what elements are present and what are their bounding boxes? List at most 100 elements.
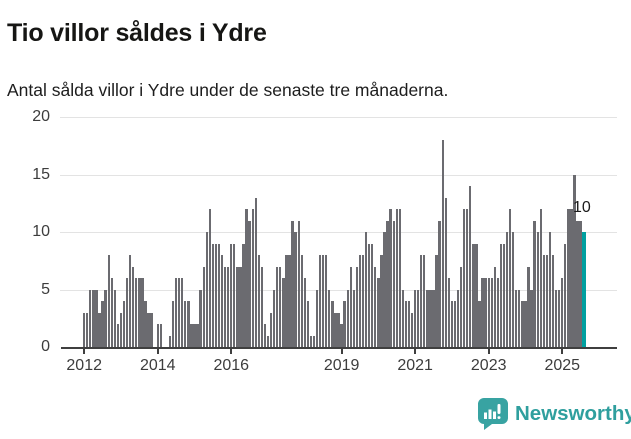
- x-tick: [487, 349, 490, 354]
- x-tick-label: 2021: [397, 357, 433, 374]
- bar: [429, 289, 432, 347]
- x-tick: [340, 349, 343, 354]
- bar: [435, 255, 438, 347]
- newsworthy-logo: Newsworthy: [477, 397, 631, 431]
- bar: [334, 312, 337, 347]
- bar: [533, 220, 536, 347]
- bar: [125, 278, 129, 347]
- y-tick-label: 0: [41, 338, 50, 355]
- bar: [315, 289, 319, 347]
- bar: [374, 266, 377, 347]
- bar: [502, 243, 506, 347]
- bar: [236, 266, 239, 347]
- bar: [242, 243, 245, 347]
- bar: [392, 220, 395, 347]
- bar: [312, 335, 316, 347]
- bar: [190, 324, 193, 347]
- bar: [462, 209, 466, 347]
- bar: [138, 278, 141, 347]
- bar: [187, 301, 190, 347]
- bar: [459, 266, 463, 347]
- bar: [469, 186, 472, 347]
- bar: [254, 197, 257, 347]
- y-tick-label: 20: [32, 108, 50, 125]
- x-tick-label: 2023: [470, 357, 507, 374]
- bar: [564, 243, 567, 347]
- x-tick: [83, 349, 86, 354]
- page-title: Tio villor såldes i Ydre: [7, 18, 267, 47]
- bar: [395, 209, 398, 347]
- bar: [300, 255, 303, 347]
- bar: [110, 278, 113, 347]
- bar: [128, 255, 132, 347]
- bar: [272, 289, 276, 347]
- bar: [478, 301, 481, 347]
- bar: [177, 278, 181, 347]
- bar: [499, 243, 503, 347]
- bar: [542, 255, 545, 347]
- bar: [171, 301, 175, 347]
- bar: [89, 289, 92, 347]
- bar: [251, 209, 254, 347]
- bar: [521, 301, 524, 347]
- bar: [181, 278, 184, 347]
- bar: [141, 278, 144, 347]
- bar: [444, 197, 447, 347]
- bar: [539, 209, 542, 347]
- bar: [340, 324, 343, 347]
- bar: [337, 312, 340, 347]
- bar: [107, 255, 110, 347]
- newsworthy-chart-bubble-icon: [478, 398, 508, 430]
- bar: [303, 278, 306, 347]
- bar: [113, 289, 116, 347]
- bar: [122, 301, 126, 347]
- bar: [554, 289, 558, 347]
- highlight-value-label: 10: [573, 199, 591, 216]
- bar: [423, 255, 426, 347]
- bar: [144, 301, 147, 347]
- gridline: [60, 117, 617, 118]
- bar: [441, 140, 444, 347]
- x-tick: [414, 349, 417, 354]
- bar: [561, 278, 564, 347]
- bar: [193, 324, 196, 347]
- x-tick-label: 2012: [66, 357, 102, 374]
- bar: [481, 278, 484, 347]
- bar: [496, 278, 500, 347]
- bar: [291, 220, 294, 347]
- y-tick-label: 15: [32, 165, 50, 183]
- bar: [570, 209, 573, 347]
- bar: [367, 243, 371, 347]
- bar: [119, 312, 123, 347]
- bar: [306, 301, 310, 347]
- bar: [352, 289, 355, 347]
- bar: [401, 289, 405, 347]
- bar: [438, 220, 441, 347]
- bar: [447, 278, 450, 347]
- bar: [398, 209, 401, 347]
- bar: [263, 324, 267, 347]
- bar: [288, 255, 291, 347]
- bar: [512, 232, 515, 347]
- bar: [551, 255, 555, 347]
- bar: [217, 243, 221, 347]
- x-tick: [230, 349, 233, 354]
- bar: [294, 232, 297, 347]
- bar: [557, 289, 561, 347]
- bar: [260, 266, 264, 347]
- x-tick: [561, 349, 564, 354]
- bar: [174, 278, 178, 347]
- bar: [413, 289, 417, 347]
- bar: [349, 266, 352, 347]
- bar: [450, 301, 454, 347]
- bar: [527, 266, 530, 347]
- bar: [322, 255, 325, 347]
- bar: [147, 312, 150, 347]
- brand-name: Newsworthy: [515, 402, 631, 425]
- bar: [508, 209, 512, 347]
- bar: [567, 209, 570, 347]
- bar: [380, 255, 383, 347]
- bar: [475, 243, 478, 347]
- bar: [257, 255, 260, 347]
